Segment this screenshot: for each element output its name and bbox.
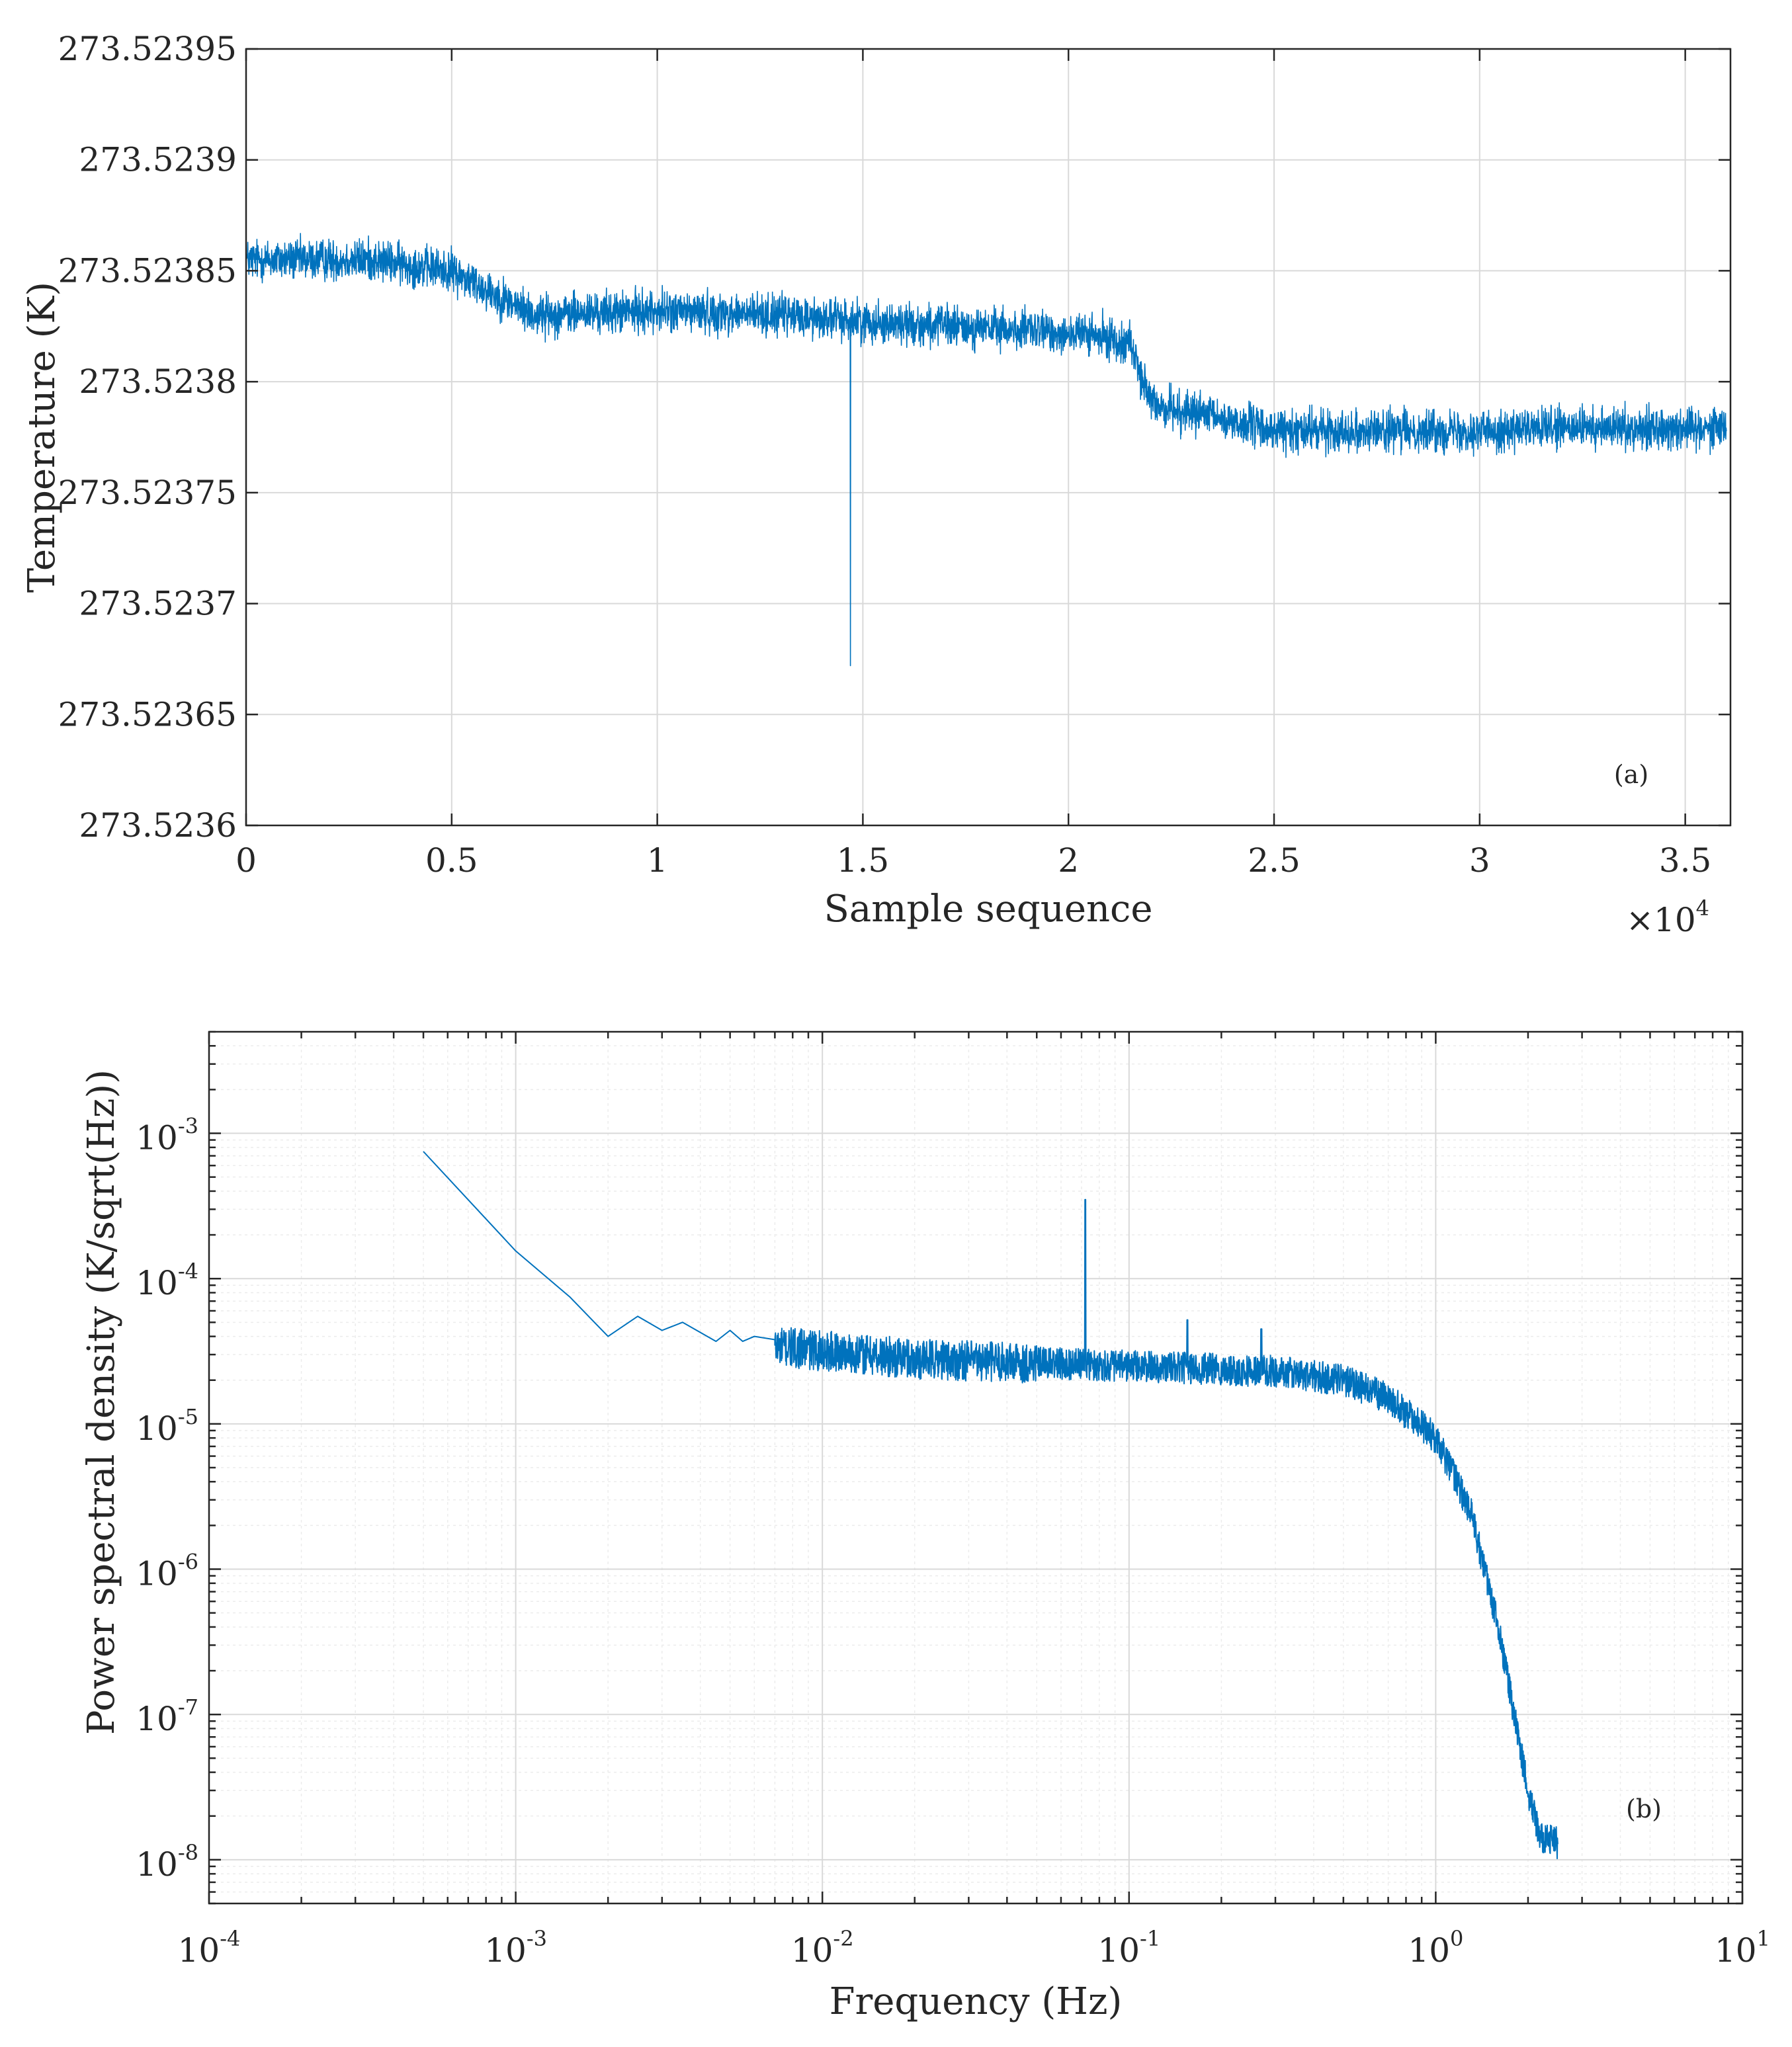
panel-b-x-tick-exp: -4 <box>220 1926 240 1951</box>
panel-b-psd-chart: 10-4 10-3 10-2 10-1 100 101 10-810-710-610-51… <box>80 1030 1770 2023</box>
panel-b-x-tick-base: 10 <box>178 1931 220 1970</box>
panel-b-ticks <box>208 1030 1744 1905</box>
panel-a-y-tick-label: 273.52395 <box>58 30 237 68</box>
panel-b-x-tick-exp: 1 <box>1757 1926 1770 1951</box>
panel-a-x-tick-label: 2.5 <box>1248 841 1301 880</box>
panel-b-y-tick-base: 10 <box>136 1409 178 1448</box>
panel-b-y-tick-label: 10-3 <box>136 1114 198 1157</box>
panel-b-y-tick-exp: -6 <box>178 1550 198 1575</box>
panel-a-x-multiplier-exp: 4 <box>1696 896 1709 921</box>
panel-a-label: (a) <box>1614 760 1648 789</box>
panel-a-x-tick-label: 0.5 <box>425 841 478 880</box>
panel-a-y-tick-label: 273.5238 <box>79 362 237 401</box>
panel-b-x-tick-label: 101 <box>1715 1926 1770 1970</box>
panel-b-x-tick-base: 10 <box>484 1931 527 1970</box>
panel-a-ticks <box>245 48 1730 827</box>
panel-b-x-tick-label: 10-3 <box>484 1926 547 1970</box>
panel-b-y-tick-exp: -8 <box>178 1840 198 1865</box>
panel-b-y-tick-exp: -3 <box>178 1114 198 1139</box>
panel-b-y-tick-base: 10 <box>136 1119 178 1157</box>
panel-b-x-axis-title: Frequency (Hz) <box>830 1980 1123 2023</box>
panel-b-x-tick-base: 10 <box>791 1931 833 1970</box>
panel-b-y-tick-label: 10-6 <box>136 1550 198 1593</box>
panel-a-axes-box <box>245 48 1732 827</box>
panel-a-x-axis-title: Sample sequence <box>824 888 1152 931</box>
panel-b-x-tick-exp: -1 <box>1140 1926 1160 1951</box>
panel-b-y-tick-base: 10 <box>136 1264 178 1302</box>
panel-a-y-tick-labels: 273.5236 273.52365 273.5237 273.52375 273.52… <box>58 30 237 845</box>
panel-a-x-tick-label: 3 <box>1469 841 1490 880</box>
panel-a-y-tick-label: 273.5236 <box>79 806 237 845</box>
panel-a-y-tick-label: 273.52385 <box>58 251 237 290</box>
panel-b-x-tick-labels: 10-4 10-3 10-2 10-1 100 101 <box>178 1926 1770 1970</box>
panel-a-x-tick-labels: 0 0.5 1 1.5 2 2.5 3 3.5 <box>235 841 1711 880</box>
panel-b-y-tick-label: 10-7 <box>136 1694 198 1738</box>
panel-b-y-tick-exp: -7 <box>178 1694 198 1720</box>
panel-b-y-tick-exp: -5 <box>178 1404 198 1429</box>
panel-b-series <box>423 1151 1558 1860</box>
panel-b-x-tick-base: 10 <box>1715 1931 1757 1970</box>
panel-b-label: (b) <box>1626 1794 1662 1823</box>
panel-b-y-tick-labels: 10-810-710-610-510-410-3 <box>136 1114 198 1884</box>
panel-a-x-tick-label: 0 <box>235 841 257 880</box>
panel-a-temperature-chart: 0 0.5 1 1.5 2 2.5 3 3.5 273.5236273.52365273.52… <box>21 30 1732 939</box>
panel-a-x-tick-label: 3.5 <box>1659 841 1712 880</box>
panel-a-temperature-line <box>245 233 1727 667</box>
panel-b-x-tick-label: 10-2 <box>791 1926 854 1970</box>
panel-b-y-tick-base: 10 <box>136 1845 178 1884</box>
panel-a-x-multiplier: ×104 <box>1626 896 1709 939</box>
panel-b-x-tick-exp: 0 <box>1450 1926 1463 1951</box>
panel-a-series <box>245 233 1727 667</box>
panel-a-y-tick-label: 273.5237 <box>79 585 237 623</box>
panel-b-y-axis-title: Power spectral density (K/sqrt(Hz)) <box>80 1069 123 1735</box>
panel-b-y-tick-label: 10-8 <box>136 1840 198 1884</box>
panel-a-x-multiplier-base: ×10 <box>1626 901 1696 939</box>
panel-a-x-tick-label: 1.5 <box>837 841 890 880</box>
panel-b-x-tick-label: 100 <box>1408 1926 1463 1970</box>
panel-b-y-tick-base: 10 <box>136 1700 178 1738</box>
panel-a-y-tick-label: 273.52365 <box>58 695 237 733</box>
panel-b-y-tick-label: 10-4 <box>136 1259 198 1302</box>
panel-b-y-tick-exp: -4 <box>178 1259 198 1284</box>
panel-b-x-tick-exp: -2 <box>833 1926 853 1951</box>
panel-b-psd-line <box>423 1151 1558 1860</box>
panel-a-y-axis-title: Temperature (K) <box>21 282 64 593</box>
panel-b-grid <box>208 1031 1743 1904</box>
panel-a-x-tick-label: 1 <box>647 841 668 880</box>
panel-b-y-tick-label: 10-5 <box>136 1404 198 1448</box>
panel-b-x-tick-base: 10 <box>1408 1931 1450 1970</box>
panel-b-x-tick-base: 10 <box>1097 1931 1140 1970</box>
panel-a-y-tick-label: 273.5239 <box>79 141 237 179</box>
panel-b-x-tick-label: 10-4 <box>178 1926 241 1970</box>
panel-b-x-tick-label: 10-1 <box>1097 1926 1160 1970</box>
panel-b-y-tick-base: 10 <box>136 1555 178 1593</box>
panel-a-x-tick-label: 2 <box>1058 841 1079 880</box>
panel-b-x-tick-exp: -3 <box>527 1926 547 1951</box>
panel-a-y-tick-label: 273.52375 <box>58 474 237 512</box>
